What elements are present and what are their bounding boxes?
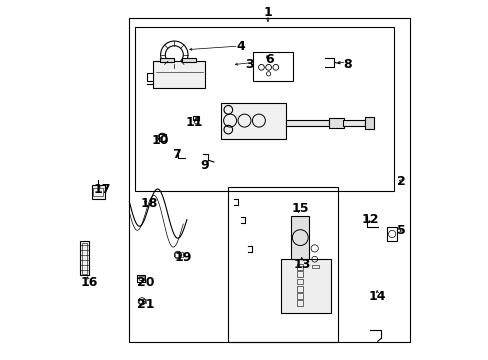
Text: 12: 12 bbox=[361, 213, 379, 226]
Text: 6: 6 bbox=[265, 53, 273, 66]
Bar bbox=[365, 117, 373, 129]
Bar bbox=[159, 134, 166, 141]
Bar bbox=[296, 293, 303, 299]
Bar bbox=[181, 58, 196, 62]
Bar bbox=[343, 120, 365, 126]
Bar bbox=[328, 118, 343, 128]
Bar bbox=[152, 61, 204, 88]
Bar bbox=[285, 120, 328, 126]
Text: 21: 21 bbox=[137, 298, 154, 311]
Bar bbox=[311, 265, 319, 268]
Bar bbox=[175, 252, 182, 257]
Bar bbox=[93, 188, 103, 196]
Text: 11: 11 bbox=[185, 116, 203, 129]
Bar bbox=[296, 264, 303, 270]
Bar bbox=[296, 300, 303, 306]
Bar bbox=[146, 73, 153, 81]
Bar bbox=[139, 276, 143, 280]
Bar bbox=[137, 275, 145, 282]
Bar bbox=[280, 259, 330, 313]
Text: 18: 18 bbox=[140, 197, 158, 210]
Text: 13: 13 bbox=[293, 258, 310, 271]
Bar bbox=[296, 271, 303, 277]
Text: 15: 15 bbox=[291, 202, 308, 215]
Bar bbox=[193, 116, 199, 120]
Text: 8: 8 bbox=[342, 58, 351, 71]
Bar bbox=[221, 103, 285, 139]
Text: 5: 5 bbox=[396, 224, 405, 237]
Bar bbox=[386, 227, 397, 241]
Text: 10: 10 bbox=[151, 134, 168, 147]
Text: 2: 2 bbox=[396, 175, 405, 188]
Text: 14: 14 bbox=[368, 291, 386, 303]
Text: 20: 20 bbox=[137, 276, 154, 289]
Bar bbox=[291, 216, 309, 259]
Text: 19: 19 bbox=[174, 251, 192, 264]
Bar bbox=[81, 243, 87, 274]
Bar bbox=[80, 241, 88, 275]
Text: 4: 4 bbox=[236, 40, 245, 53]
Bar bbox=[139, 299, 145, 303]
Text: 9: 9 bbox=[200, 159, 209, 172]
Bar bbox=[160, 58, 174, 62]
Text: 3: 3 bbox=[245, 58, 254, 71]
Bar bbox=[296, 286, 303, 292]
Bar bbox=[296, 279, 303, 284]
Bar bbox=[91, 185, 105, 199]
Text: 7: 7 bbox=[171, 148, 180, 161]
Text: 16: 16 bbox=[81, 276, 98, 289]
Text: 1: 1 bbox=[263, 6, 272, 19]
Text: 17: 17 bbox=[93, 183, 111, 195]
